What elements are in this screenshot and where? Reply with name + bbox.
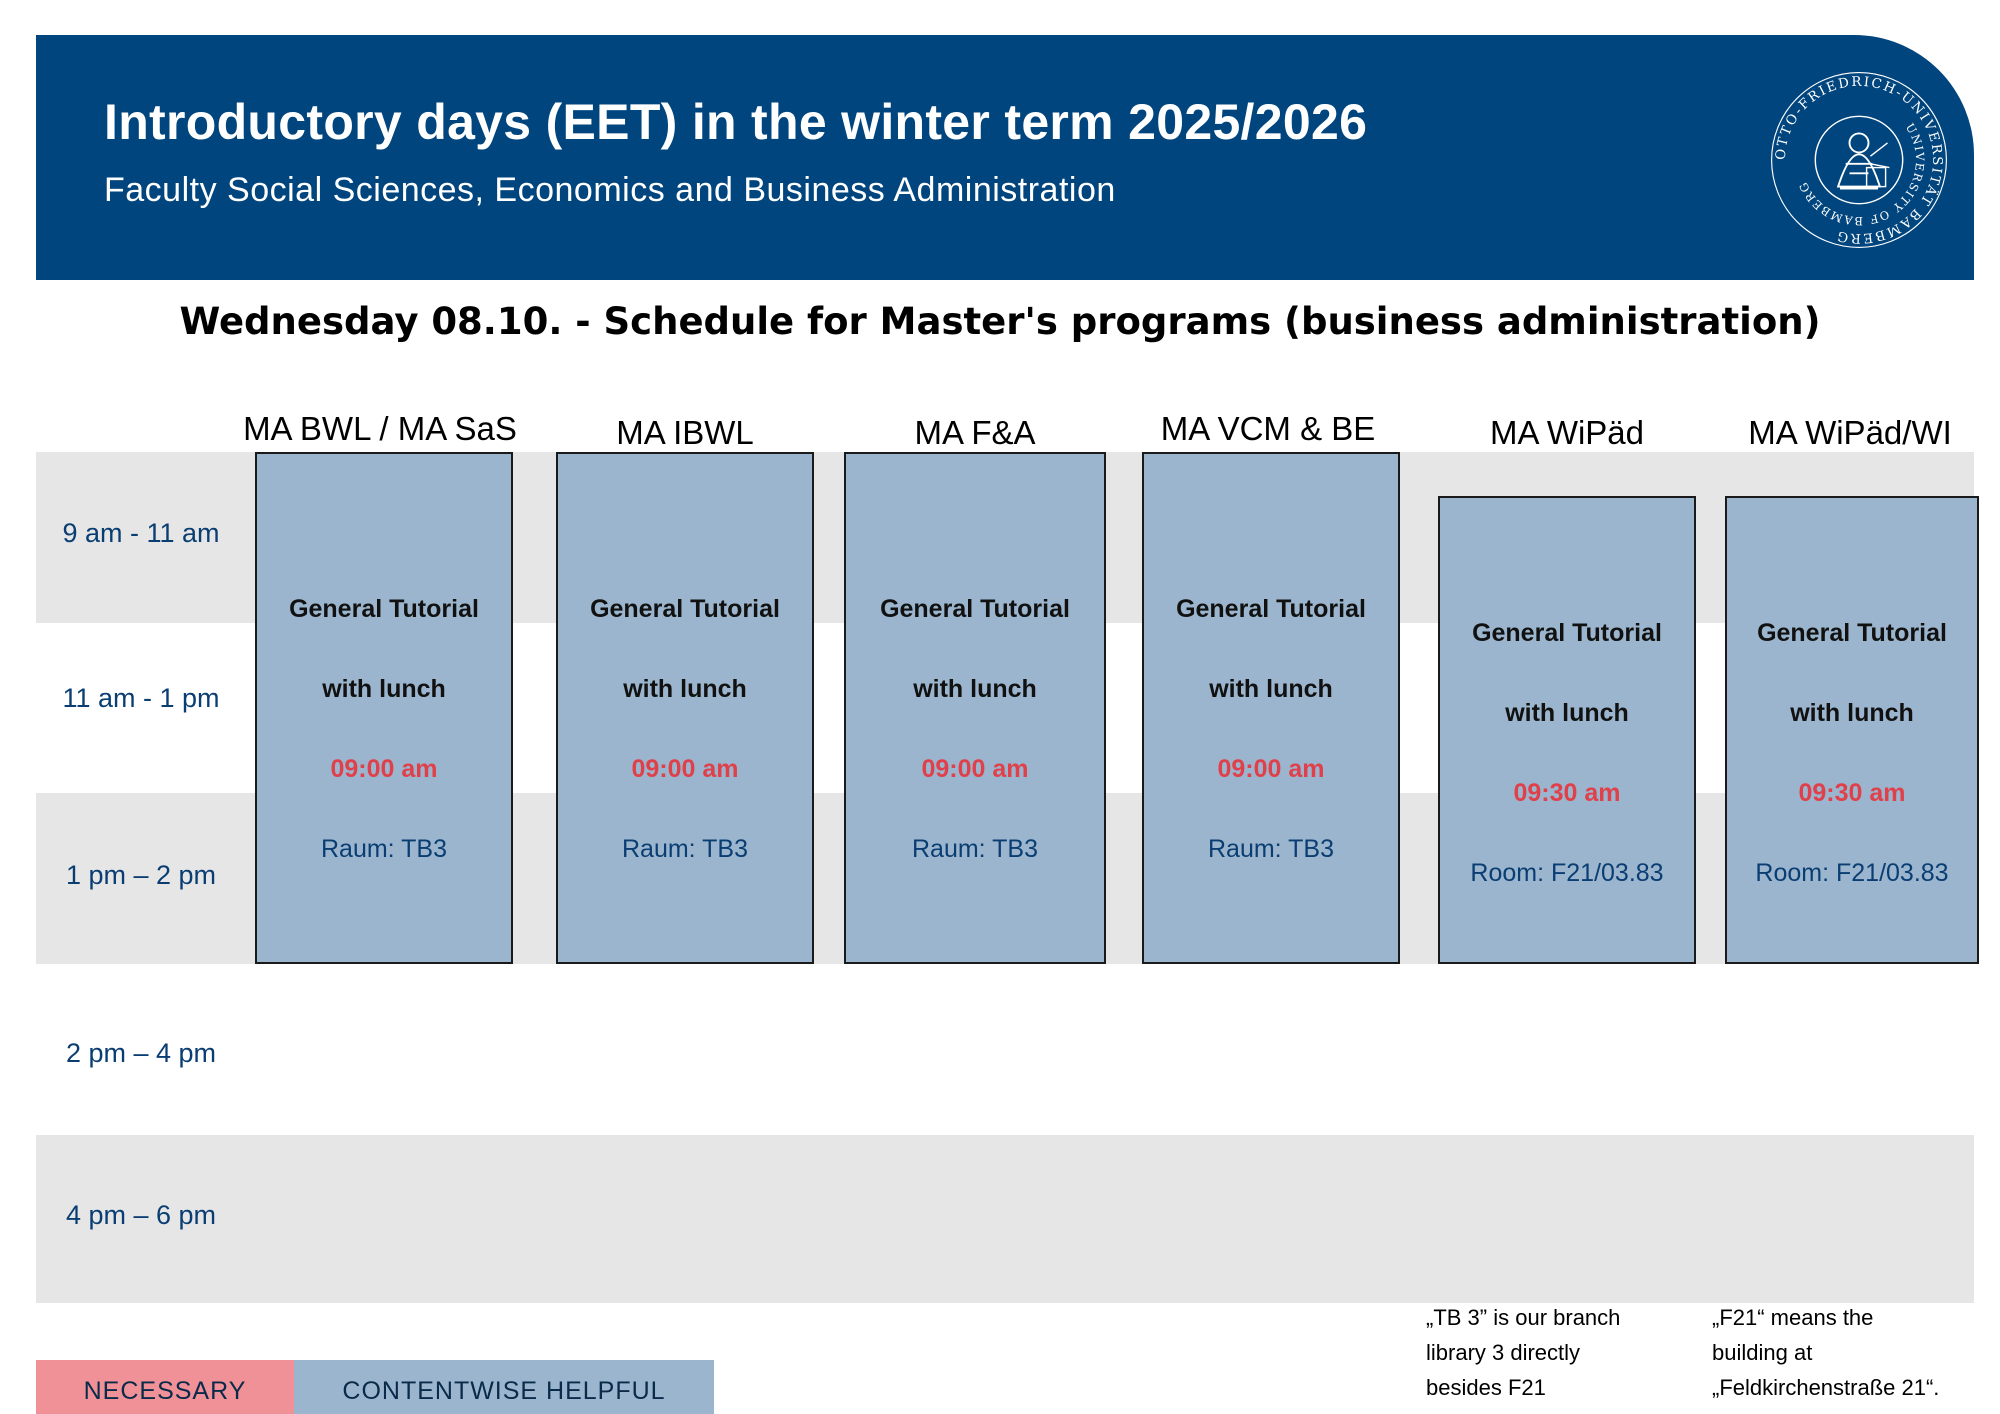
- program-header: MA VCM & BE: [1160, 410, 1376, 447]
- event-title: General Tutorial: [1757, 619, 1947, 647]
- event-subtitle: with lunch: [623, 675, 747, 703]
- event-subtitle: with lunch: [1209, 675, 1333, 703]
- event-room: Raum: TB3: [1208, 835, 1334, 863]
- event-title: General Tutorial: [1176, 595, 1366, 623]
- program-header: MA WiPäd: [1489, 414, 1645, 451]
- event-subtitle: with lunch: [1505, 699, 1629, 727]
- footnote-line: „TB 3” is our branch: [1426, 1305, 1621, 1330]
- event-room: Raum: TB3: [321, 835, 447, 863]
- footnote-f21: „F21“ means the building at „Feldkirchen…: [1712, 1300, 1952, 1405]
- time-slot-label: 1 pm – 2 pm: [65, 860, 217, 890]
- footnote-line: „Feldkirchenstraße 21“.: [1712, 1375, 1940, 1400]
- event-card[interactable]: General Tutorial with lunch 09:30 am Roo…: [1438, 496, 1696, 964]
- event-time: 09:00 am: [330, 755, 438, 783]
- time-slot-label: 2 pm – 4 pm: [65, 1038, 217, 1068]
- event-card[interactable]: General Tutorial with lunch 09:00 am Rau…: [844, 452, 1106, 964]
- program-header: MA BWL / MA SaS: [243, 410, 517, 447]
- legend-contentwise-helpful: CONTENTWISE HELPFUL: [294, 1360, 714, 1414]
- event-card[interactable]: General Tutorial with lunch 09:00 am Rau…: [556, 452, 814, 964]
- event-card[interactable]: General Tutorial with lunch 09:30 am Roo…: [1725, 496, 1979, 964]
- footnote-line: „F21“ means the: [1712, 1305, 1874, 1330]
- event-title: General Tutorial: [289, 595, 479, 623]
- event-room: Raum: TB3: [622, 835, 748, 863]
- legend-necessary: NECESSARY: [36, 1360, 294, 1414]
- event-time: 09:30 am: [1513, 779, 1621, 807]
- time-band: [36, 1135, 1974, 1303]
- event-card[interactable]: General Tutorial with lunch 09:00 am Rau…: [1142, 452, 1400, 964]
- footnote-line: building at: [1712, 1340, 1813, 1365]
- page-title: Introductory days (EET) in the winter te…: [104, 94, 1368, 150]
- event-title: General Tutorial: [1472, 619, 1662, 647]
- schedule-heading: Wednesday 08.10. - Schedule for Master's…: [179, 300, 1821, 343]
- footnote-line: library 3 directly: [1426, 1340, 1581, 1365]
- program-header: MA WiPäd/WI: [1748, 414, 1952, 451]
- program-header: MA IBWL: [616, 414, 754, 451]
- event-time: 09:00 am: [921, 755, 1029, 783]
- event-title: General Tutorial: [880, 595, 1070, 623]
- event-subtitle: with lunch: [322, 675, 446, 703]
- event-room: Room: F21/03.83: [1470, 859, 1664, 887]
- event-card[interactable]: General Tutorial with lunch 09:00 am Rau…: [255, 452, 513, 964]
- time-slot-label: 11 am - 1 pm: [62, 683, 220, 713]
- event-subtitle: with lunch: [913, 675, 1037, 703]
- event-subtitle: with lunch: [1790, 699, 1914, 727]
- event-title: General Tutorial: [590, 595, 780, 623]
- program-header: MA F&A: [914, 414, 1036, 451]
- time-slot-label: 9 am - 11 am: [62, 518, 220, 548]
- university-seal-icon: OTTO-FRIEDRICH-UNIVERSITÄT BAMBERG UNIVE…: [1771, 72, 1947, 248]
- event-room: Room: F21/03.83: [1755, 859, 1949, 887]
- time-slot-label: 4 pm – 6 pm: [65, 1200, 217, 1230]
- footnote-line: besides F21: [1426, 1375, 1546, 1400]
- footnote-tb3: „TB 3” is our branch library 3 directly …: [1426, 1300, 1666, 1405]
- event-time: 09:30 am: [1798, 779, 1906, 807]
- event-time: 09:00 am: [1217, 755, 1325, 783]
- header-banner: Introductory days (EET) in the winter te…: [36, 35, 1974, 280]
- page-subtitle: Faculty Social Sciences, Economics and B…: [104, 171, 1116, 209]
- event-time: 09:00 am: [631, 755, 739, 783]
- event-room: Raum: TB3: [912, 835, 1038, 863]
